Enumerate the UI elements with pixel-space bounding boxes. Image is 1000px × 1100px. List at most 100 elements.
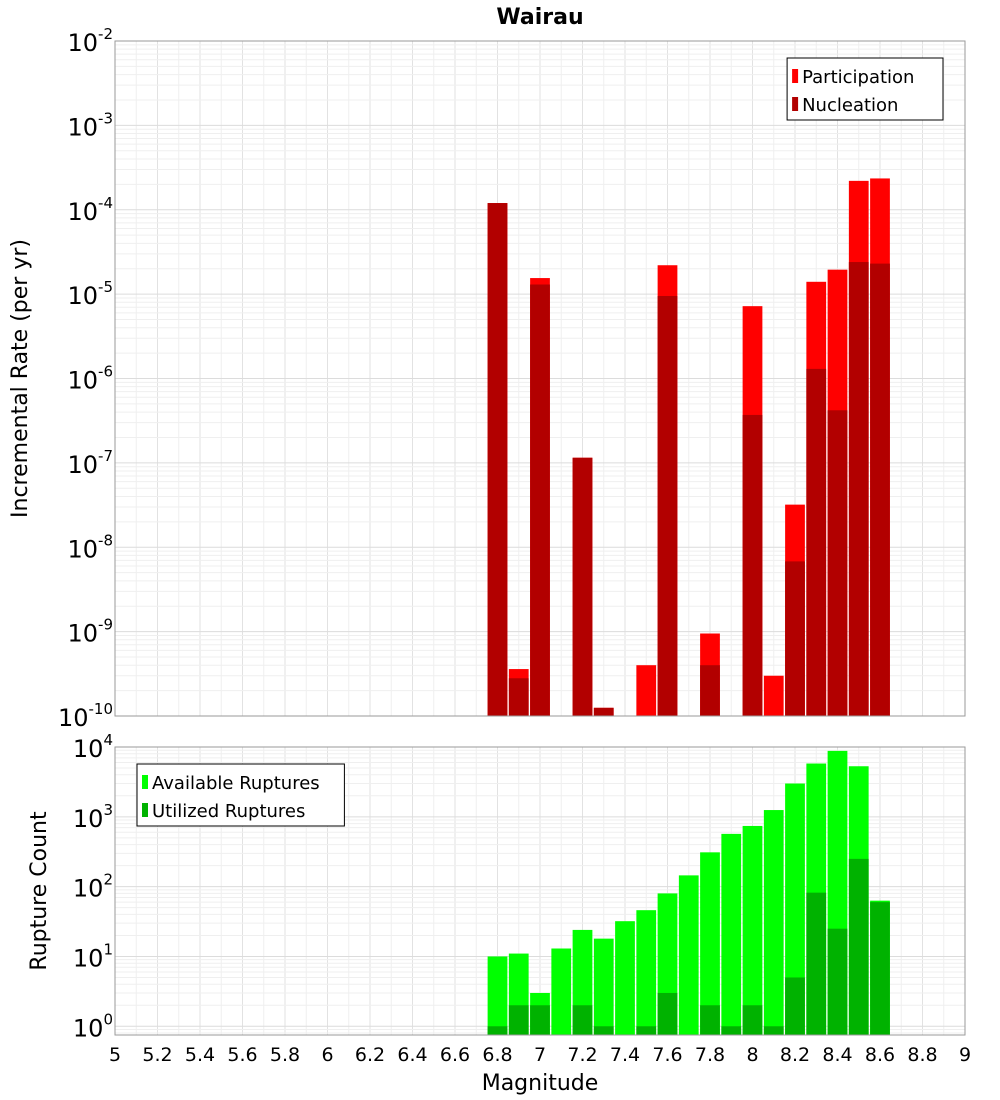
bar-utilized-ruptures bbox=[806, 892, 827, 1035]
x-tick-label: 8.6 bbox=[865, 1044, 895, 1066]
x-tick-label: 9 bbox=[959, 1044, 971, 1066]
bar-nucleation bbox=[657, 296, 678, 716]
bar-available-ruptures bbox=[615, 921, 635, 1035]
y-tick-label: 100 bbox=[73, 1010, 113, 1042]
x-tick-label: 8.2 bbox=[780, 1044, 810, 1066]
plot-frame bbox=[114, 40, 966, 717]
x-tick-label: 6.2 bbox=[355, 1044, 385, 1066]
bar-utilized-ruptures bbox=[700, 1005, 720, 1035]
bar-nucleation bbox=[785, 561, 805, 716]
bar-available-ruptures bbox=[763, 810, 784, 1035]
y-tick-label: 103 bbox=[73, 801, 113, 833]
bar-nucleation bbox=[530, 284, 550, 716]
x-tick-label: 6.6 bbox=[440, 1044, 470, 1066]
legend-swatch bbox=[142, 775, 148, 789]
bar-utilized-ruptures bbox=[657, 992, 678, 1035]
bar-available-ruptures bbox=[700, 852, 720, 1035]
x-tick-label: 5.2 bbox=[142, 1044, 172, 1066]
bar-available-ruptures bbox=[785, 783, 805, 1035]
bar-participation bbox=[636, 665, 657, 716]
x-tick-label: 8.8 bbox=[907, 1044, 937, 1066]
x-tick-label: 7.4 bbox=[610, 1044, 640, 1066]
bar-utilized-ruptures bbox=[593, 1026, 614, 1035]
y-tick-label: 10-4 bbox=[67, 194, 113, 226]
bar-nucleation bbox=[508, 678, 529, 716]
chart-title: Wairau bbox=[496, 5, 583, 30]
legend-swatch bbox=[142, 803, 148, 817]
y-tick-label: 10-6 bbox=[67, 363, 113, 395]
legend-swatch bbox=[792, 69, 799, 83]
bar-utilized-ruptures bbox=[827, 928, 848, 1035]
x-tick-label: 7.6 bbox=[652, 1044, 682, 1066]
x-tick-label: 5 bbox=[109, 1044, 121, 1066]
x-tick-label: 7.8 bbox=[695, 1044, 725, 1066]
y-tick-label: 10-3 bbox=[67, 109, 113, 141]
bar-nucleation bbox=[572, 457, 593, 716]
bar-utilized-ruptures bbox=[530, 1005, 550, 1035]
x-tick-label: 6.4 bbox=[397, 1044, 427, 1066]
y-tick-label: 10-8 bbox=[67, 531, 113, 563]
y-tick-label: 101 bbox=[73, 940, 113, 972]
x-tick-label: 6 bbox=[321, 1044, 333, 1066]
bar-available-ruptures bbox=[678, 875, 699, 1035]
bar-utilized-ruptures bbox=[721, 1026, 742, 1035]
legend-box bbox=[786, 57, 944, 121]
y-tick-label: 10-5 bbox=[67, 278, 113, 310]
bar-available-ruptures bbox=[721, 833, 742, 1035]
y-axis-title: Rupture Count bbox=[27, 811, 52, 971]
bar-available-ruptures bbox=[487, 956, 508, 1035]
bar-utilized-ruptures bbox=[870, 902, 890, 1035]
series-utilized-ruptures bbox=[487, 858, 890, 1035]
bar-utilized-ruptures bbox=[487, 1026, 508, 1035]
bar-utilized-ruptures bbox=[508, 1005, 529, 1035]
bar-utilized-ruptures bbox=[763, 1026, 784, 1035]
bar-nucleation bbox=[870, 263, 890, 716]
legend-label: Participation bbox=[802, 67, 914, 88]
x-tick-label: 7.2 bbox=[567, 1044, 597, 1066]
bar-nucleation bbox=[593, 707, 614, 716]
bar-nucleation bbox=[806, 368, 827, 716]
series-nucleation bbox=[487, 203, 890, 716]
bar-utilized-ruptures bbox=[742, 1005, 763, 1035]
bar-nucleation bbox=[700, 665, 720, 716]
x-tick-label: 5.8 bbox=[270, 1044, 300, 1066]
bar-utilized-ruptures bbox=[785, 977, 805, 1035]
legend: Participation Nucleation bbox=[786, 57, 944, 121]
y-tick-label: 10-10 bbox=[58, 700, 113, 732]
bar-nucleation bbox=[742, 414, 763, 716]
bar-nucleation bbox=[827, 410, 848, 716]
y-tick-label: 10-7 bbox=[67, 447, 113, 479]
y-tick-label: 102 bbox=[73, 871, 113, 903]
legend-swatch bbox=[792, 97, 799, 111]
bar-nucleation bbox=[487, 203, 508, 716]
y-tick-label: 10-2 bbox=[67, 25, 113, 57]
x-tick-label: 7 bbox=[534, 1044, 546, 1066]
x-tick-label: 5.4 bbox=[185, 1044, 215, 1066]
y-tick-label: 104 bbox=[73, 731, 113, 763]
legend-label: Available Ruptures bbox=[152, 773, 320, 794]
panel-1: 10-10 10-9 10-8 10-7 10-6 10-5 10-4 10-3 10-2 Inc… bbox=[8, 5, 966, 732]
bar-available-ruptures bbox=[593, 938, 614, 1035]
legend: Available Ruptures Utilized Ruptures bbox=[136, 763, 345, 827]
bar-available-ruptures bbox=[742, 825, 763, 1035]
y-tick-label: 10-9 bbox=[67, 616, 113, 648]
x-tick-label: 8.4 bbox=[822, 1044, 852, 1066]
legend-label: Utilized Ruptures bbox=[152, 801, 305, 822]
bar-utilized-ruptures bbox=[572, 1005, 593, 1035]
panel-2: 100 101 102 103 104 Rupture Count 5 5.2 5.4 5.6 5.… bbox=[27, 731, 971, 1096]
legend-box bbox=[136, 763, 345, 827]
plot-frame bbox=[114, 746, 966, 1036]
bar-available-ruptures bbox=[551, 948, 572, 1035]
x-tick-label: 6.8 bbox=[482, 1044, 512, 1066]
x-axis-title: Magnitude bbox=[482, 1071, 599, 1096]
bar-available-ruptures bbox=[636, 910, 657, 1035]
bar-utilized-ruptures bbox=[848, 858, 869, 1035]
bar-utilized-ruptures bbox=[636, 1026, 657, 1035]
x-tick-label: 5.6 bbox=[227, 1044, 257, 1066]
bar-participation bbox=[763, 675, 784, 716]
x-tick-label: 8 bbox=[746, 1044, 758, 1066]
legend-label: Nucleation bbox=[802, 95, 898, 116]
bar-nucleation bbox=[848, 262, 869, 716]
